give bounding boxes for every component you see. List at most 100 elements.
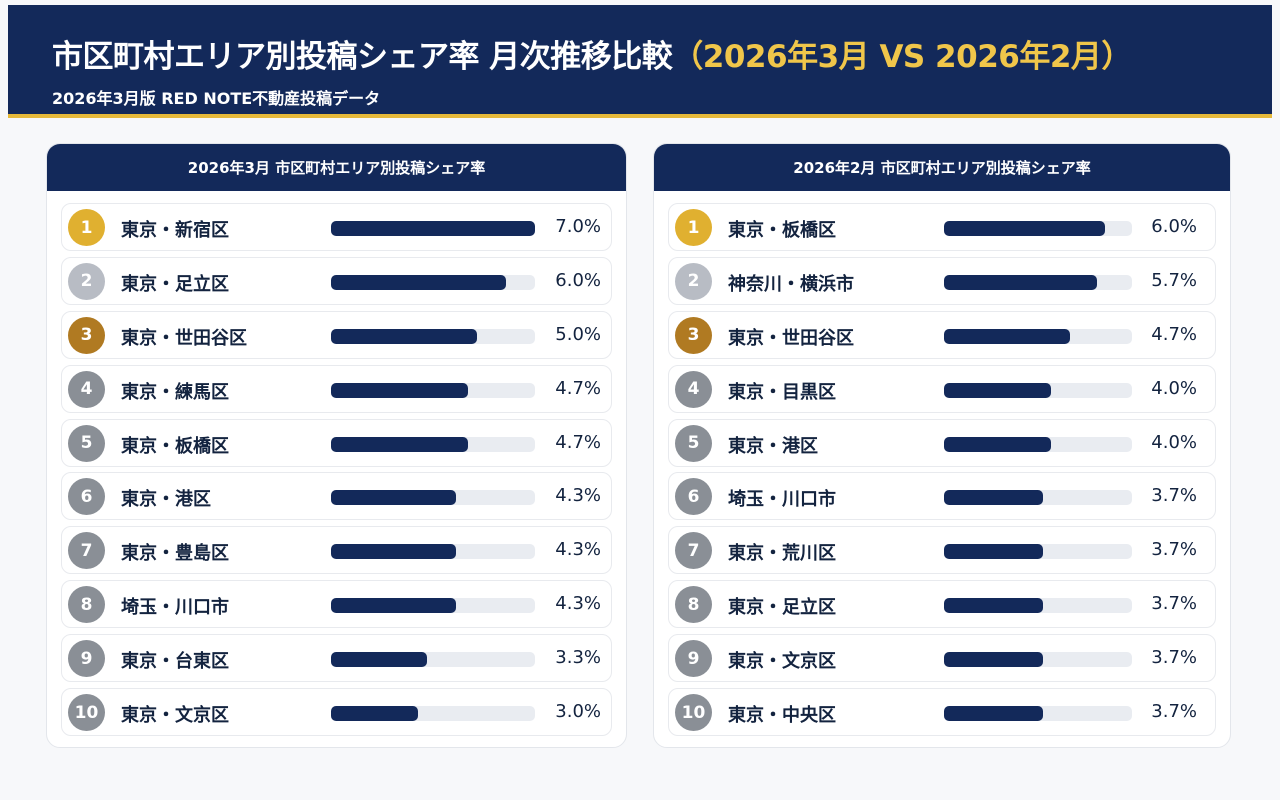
- title-main: 市区町村エリア別投稿シェア率 月次推移比較: [52, 39, 673, 75]
- share-bar: [944, 221, 1106, 236]
- share-value: 4.3%: [555, 539, 601, 561]
- ranking-row: 9 東京・文京区 3.7%: [668, 634, 1216, 683]
- rank-badge: 3: [675, 316, 712, 354]
- ranking-row: 9 東京・台東区 3.3%: [61, 634, 612, 683]
- rank-badge: 8: [675, 586, 712, 624]
- area-name: 東京・練馬区: [121, 381, 229, 403]
- ranking-panel-march: 2026年3月 市区町村エリア別投稿シェア率 1 東京・新宿区 7.0% 2 東京…: [46, 143, 627, 748]
- share-value: 3.7%: [1151, 593, 1197, 615]
- share-bar: [331, 598, 457, 614]
- ranking-row: 3 東京・世田谷区 5.0%: [61, 310, 612, 359]
- rank-badge: 3: [68, 316, 105, 354]
- rank-badge: 2: [675, 262, 712, 300]
- share-bar-track: [944, 544, 1132, 560]
- share-bar-track: [331, 490, 535, 506]
- share-value: 4.7%: [1151, 323, 1197, 345]
- area-name: 東京・文京区: [728, 651, 836, 673]
- area-name: 東京・目黒区: [728, 381, 836, 403]
- ranking-row: 7 東京・荒川区 3.7%: [668, 526, 1216, 575]
- share-value: 6.0%: [555, 269, 601, 291]
- rank-badge: 4: [68, 370, 105, 408]
- share-value: 6.0%: [1151, 216, 1197, 237]
- share-bar: [944, 544, 1044, 560]
- ranking-panel-february: 2026年2月 市区町村エリア別投稿シェア率 1 東京・板橋区 6.0% 2 神奈…: [653, 143, 1231, 748]
- rank-badge: 9: [68, 640, 105, 678]
- share-bar-track: [944, 490, 1132, 506]
- rank-badge: 7: [675, 532, 712, 570]
- ranking-row: 4 東京・目黒区 4.0%: [668, 364, 1216, 413]
- share-bar: [331, 706, 419, 722]
- share-bar-track: [944, 382, 1132, 398]
- rank-badge: 2: [68, 262, 105, 300]
- ranking-row: 4 東京・練馬区 4.7%: [61, 364, 612, 413]
- share-value: 4.0%: [1151, 431, 1197, 453]
- share-bar-track: [331, 328, 535, 344]
- ranking-row: 6 埼玉・川口市 3.7%: [668, 472, 1216, 521]
- share-bar-track: [944, 436, 1132, 452]
- area-name: 東京・台東区: [121, 651, 229, 673]
- share-value: 5.7%: [1151, 269, 1197, 291]
- share-value: 3.7%: [1151, 539, 1197, 561]
- ranking-row: 1 東京・板橋区 6.0%: [668, 203, 1216, 251]
- rank-badge: 1: [68, 209, 105, 246]
- share-bar: [944, 706, 1044, 722]
- area-name: 東京・足立区: [728, 597, 836, 619]
- share-bar-track: [331, 436, 535, 452]
- share-value: 3.0%: [555, 701, 601, 723]
- share-bar-track: [944, 598, 1132, 614]
- ranking-row: 3 東京・世田谷区 4.7%: [668, 310, 1216, 359]
- share-bar: [331, 221, 535, 236]
- ranking-row: 10 東京・中央区 3.7%: [668, 688, 1216, 737]
- area-name: 埼玉・川口市: [728, 489, 836, 511]
- share-bar-track: [331, 652, 535, 668]
- share-bar: [331, 274, 506, 290]
- share-bar: [331, 436, 468, 452]
- share-bar-track: [331, 382, 535, 398]
- rank-badge: 6: [675, 478, 712, 516]
- share-bar-track: [944, 274, 1132, 290]
- page-title: 市区町村エリア別投稿シェア率 月次推移比較（2026年3月 VS 2026年2月…: [52, 31, 1132, 76]
- share-bar-track: [331, 274, 535, 290]
- rank-badge: 4: [675, 370, 712, 408]
- share-bar: [331, 652, 428, 668]
- share-value: 5.0%: [555, 323, 601, 345]
- share-bar-track: [331, 706, 535, 722]
- rank-badge: 6: [68, 478, 105, 516]
- ranking-list: 1 東京・新宿区 7.0% 2 東京・足立区 6.0% 3 東京・世田谷区 5.0%…: [61, 203, 612, 742]
- area-name: 埼玉・川口市: [121, 597, 229, 619]
- area-name: 東京・世田谷区: [728, 327, 854, 349]
- ranking-list: 1 東京・板橋区 6.0% 2 神奈川・横浜市 5.7% 3 東京・世田谷区 4.7…: [668, 203, 1216, 742]
- share-value: 4.3%: [555, 593, 601, 615]
- ranking-row: 5 東京・板橋区 4.7%: [61, 418, 612, 467]
- share-bar-track: [944, 706, 1132, 722]
- share-value: 7.0%: [555, 216, 601, 237]
- rank-badge: 1: [675, 209, 712, 246]
- area-name: 東京・荒川区: [728, 543, 836, 565]
- share-bar-track: [944, 221, 1132, 236]
- area-name: 東京・板橋区: [121, 435, 229, 457]
- share-value: 3.7%: [1151, 647, 1197, 669]
- area-name: 東京・港区: [728, 435, 818, 457]
- share-bar-track: [944, 328, 1132, 344]
- share-bar: [944, 490, 1044, 506]
- page-subtitle: 2026年3月版 RED NOTE不動産投稿データ: [52, 89, 381, 108]
- ranking-row: 6 東京・港区 4.3%: [61, 472, 612, 521]
- title-period: （2026年3月 VS 2026年2月）: [672, 39, 1132, 75]
- share-bar-track: [331, 544, 535, 560]
- share-value: 3.7%: [1151, 485, 1197, 507]
- ranking-row: 8 埼玉・川口市 4.3%: [61, 580, 612, 629]
- share-bar: [331, 544, 457, 560]
- share-value: 4.7%: [555, 431, 601, 453]
- ranking-row: 1 東京・新宿区 7.0%: [61, 203, 612, 251]
- share-bar: [944, 436, 1052, 452]
- area-name: 東京・港区: [121, 489, 211, 511]
- rank-badge: 8: [68, 586, 105, 624]
- ranking-row: 2 東京・足立区 6.0%: [61, 256, 612, 305]
- header-banner: 市区町村エリア別投稿シェア率 月次推移比較（2026年3月 VS 2026年2月…: [8, 5, 1272, 118]
- panel-title: 2026年2月 市区町村エリア別投稿シェア率: [654, 144, 1230, 191]
- share-bar: [331, 328, 477, 344]
- share-bar: [944, 598, 1044, 614]
- ranking-row: 8 東京・足立区 3.7%: [668, 580, 1216, 629]
- area-name: 東京・足立区: [121, 273, 229, 295]
- area-name: 東京・豊島区: [121, 543, 229, 565]
